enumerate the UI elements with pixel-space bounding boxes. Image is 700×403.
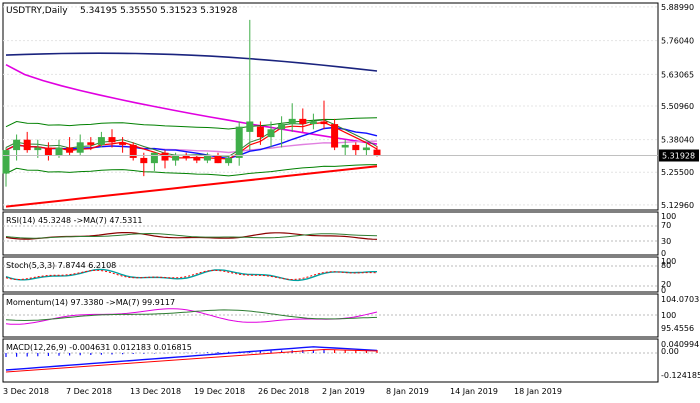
rsi-tick-100: 100 <box>661 212 676 221</box>
candle-body-11 <box>119 142 127 145</box>
macd-tick-low: -0.124185 <box>661 371 700 380</box>
candle-body-4 <box>44 147 52 156</box>
candle-body-33 <box>352 144 360 151</box>
ohlc-label: 5.34195 5.35550 5.31523 5.31928 <box>80 6 238 16</box>
x-label-2: 13 Dec 2018 <box>130 387 181 396</box>
x-label-3: 19 Dec 2018 <box>194 387 245 396</box>
bollinger-lower <box>5 164 378 177</box>
candle-body-1 <box>13 139 21 151</box>
momentum-tick-high: 104.0703 <box>661 295 699 304</box>
stoch-tick-20: 20 <box>661 280 671 289</box>
x-label-8: 18 Jan 2019 <box>514 387 562 396</box>
candle-body-35 <box>373 149 381 156</box>
macd-tick-high: 0.040994 <box>661 340 699 349</box>
candle-body-30 <box>320 121 328 125</box>
rsi-tick-30: 30 <box>661 237 671 246</box>
momentum-ma-line <box>5 309 378 322</box>
candle-body-25 <box>267 129 275 138</box>
x-label-1: 7 Dec 2018 <box>66 387 112 396</box>
candle-body-32 <box>341 144 349 148</box>
current-price-label: 5.31928 <box>662 152 695 161</box>
candle-body-3 <box>34 147 42 151</box>
price-tick-4: 5.38040 <box>661 136 694 145</box>
candle-body-22 <box>235 126 243 158</box>
rsi-ma-line <box>5 232 378 239</box>
x-label-5: 2 Jan 2019 <box>322 387 365 396</box>
stoch-label: Stoch(5,3,3) 7.8744 6.2108 <box>6 261 116 270</box>
candle-body-8 <box>87 142 95 145</box>
candle-body-16 <box>172 155 180 161</box>
macd-label: MACD(12,26,9) -0.004631 0.012183 0.01681… <box>6 343 192 352</box>
price-tick-6: 5.12960 <box>661 201 694 210</box>
x-label-6: 8 Jan 2019 <box>386 387 429 396</box>
candle-body-20 <box>214 155 222 164</box>
symbol-label: USDTRY,Daily <box>6 6 68 16</box>
momentum-tick-100: 100 <box>661 311 676 320</box>
candle-body-0 <box>2 150 10 174</box>
x-label-7: 14 Jan 2019 <box>450 387 498 396</box>
candle-body-14 <box>150 152 158 164</box>
stoch-k-line <box>5 268 377 282</box>
rsi-tick-70: 70 <box>661 221 671 230</box>
price-tick-5: 5.25500 <box>661 168 694 177</box>
candle-body-7 <box>76 142 84 153</box>
ma-line-2 <box>5 165 378 208</box>
candle-body-9 <box>97 137 105 145</box>
candle-body-10 <box>108 137 116 143</box>
x-label-4: 26 Dec 2018 <box>258 387 309 396</box>
price-tick-0: 5.88990 <box>661 3 694 12</box>
momentum-tick-low: 95.4556 <box>661 324 694 333</box>
stoch-d-line <box>5 269 378 281</box>
candle-body-27 <box>288 118 296 125</box>
candle-body-26 <box>278 124 286 130</box>
price-tick-2: 5.63065 <box>661 70 694 79</box>
price-tick-1: 5.76040 <box>661 37 694 46</box>
macd-signal-line <box>5 348 378 373</box>
candle-body-28 <box>299 118 307 125</box>
candle-body-31 <box>331 124 339 148</box>
macd-line <box>5 346 378 371</box>
rsi-label: RSI(14) 45.3248 ->MA(7) 47.5311 <box>6 216 143 225</box>
ma-line-0 <box>5 52 378 72</box>
candle-body-15 <box>161 152 169 161</box>
candle-body-5 <box>55 147 63 156</box>
x-label-0: 3 Dec 2018 <box>3 387 49 396</box>
candle-body-21 <box>225 157 233 164</box>
candle-body-12 <box>129 144 137 158</box>
macd-tick-zero: 0.00 <box>661 347 679 356</box>
candle-body-23 <box>246 121 254 132</box>
macd-panel <box>2 338 659 383</box>
candle-body-18 <box>193 157 201 161</box>
current-price-box <box>659 149 699 162</box>
bollinger-upper <box>5 117 378 130</box>
candle-body-6 <box>66 147 74 153</box>
candle-body-2 <box>23 139 31 151</box>
candle-body-17 <box>182 155 190 158</box>
candle-body-34 <box>362 147 370 151</box>
price-tick-3: 5.50960 <box>661 102 694 111</box>
price-panel <box>2 2 659 211</box>
candle-body-13 <box>140 157 148 164</box>
candle-body-29 <box>309 121 317 125</box>
momentum-label: Momentum(14) 97.3380 ->MA(7) 99.9117 <box>6 298 175 307</box>
candle-body-24 <box>256 126 264 138</box>
stoch-tick-100: 100 <box>661 257 676 266</box>
stoch-tick-0: 0 <box>661 286 666 295</box>
stoch-tick-80: 80 <box>661 261 671 270</box>
rsi-tick-0: 0 <box>661 249 666 258</box>
candle-body-19 <box>203 155 211 161</box>
ma-line-1 <box>5 63 378 145</box>
